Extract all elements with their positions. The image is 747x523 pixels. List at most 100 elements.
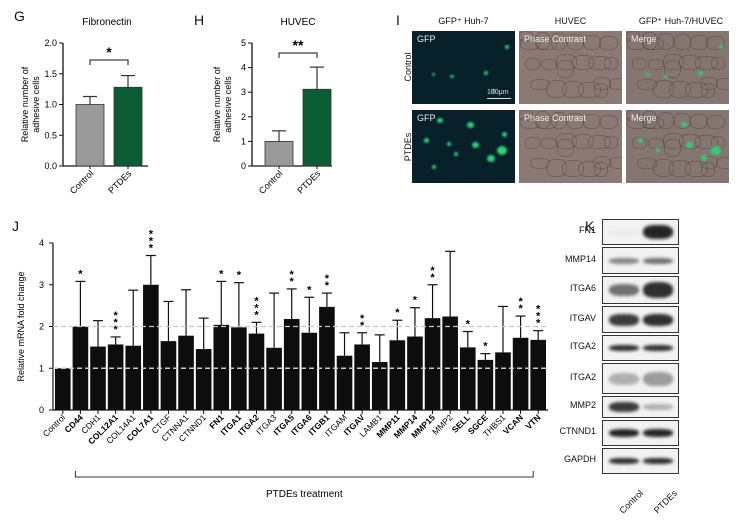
bar-ctnna1 <box>178 336 194 410</box>
bar-sgce <box>478 360 494 410</box>
blot-strip-itga2 <box>602 335 679 361</box>
x-tick-label: PTDEs <box>106 168 134 196</box>
blot-label: FN1 <box>536 225 596 235</box>
blot-band-ptdes <box>643 458 673 464</box>
tile-label: Phase Contrast <box>524 34 586 44</box>
blot-band-ptdes <box>643 282 673 298</box>
bar-itga5 <box>284 319 300 410</box>
significance-star: * <box>149 229 154 241</box>
blot-band-ptdes <box>643 429 673 437</box>
treatment-bracket <box>75 471 533 477</box>
cell-texture <box>556 54 577 70</box>
y-tick-label: 2 <box>39 322 44 332</box>
blot-band-control <box>609 429 639 437</box>
cell-texture <box>525 58 540 70</box>
blot-lane-label-control: Control <box>610 488 645 523</box>
y-tick-label: 0 <box>241 161 246 171</box>
bar-itgb1 <box>319 307 335 410</box>
tile-label: GFP <box>417 34 436 44</box>
tile-label: Merge <box>631 113 657 123</box>
blot-band-ptdes <box>643 258 673 264</box>
significance-stars: ** <box>293 37 304 53</box>
y-tick-label: 3 <box>241 87 246 97</box>
blot-strip-ctnnd1 <box>602 420 679 446</box>
significance-star: * <box>254 295 259 307</box>
y-tick-label: 0.5 <box>44 130 57 140</box>
x-tick-label: Control <box>68 168 96 196</box>
cell-texture <box>658 33 674 50</box>
significance-star: * <box>395 307 400 319</box>
significance-star: * <box>430 265 435 277</box>
significance-star: * <box>360 313 365 325</box>
cell-texture <box>663 54 684 70</box>
bar-sell <box>460 347 476 410</box>
cell-texture <box>690 35 708 50</box>
panel-label-i: I <box>396 12 400 28</box>
significance-star: * <box>518 296 523 308</box>
cell-texture <box>599 36 618 50</box>
bar-col12a1 <box>108 344 124 410</box>
column-header-huvec: HUVEC <box>519 16 622 26</box>
cell-texture <box>658 112 674 129</box>
significance-star: * <box>325 273 330 285</box>
blot-band-control <box>609 284 639 296</box>
y-tick-label: 5 <box>241 38 246 48</box>
significance-bracket <box>279 53 317 58</box>
significance-star: * <box>78 268 83 280</box>
bar-col14a1 <box>125 346 141 410</box>
bar-lamb1 <box>372 362 388 410</box>
bar-thbs1 <box>495 352 511 410</box>
blot-label: ITGA6 <box>536 283 596 293</box>
blot-strip-itga6 <box>602 276 679 304</box>
blot-band-control <box>609 258 639 264</box>
y-tick-label: 4 <box>241 63 246 73</box>
blot-label: ITGA2 <box>536 341 596 351</box>
y-tick-label: 4 <box>39 238 44 248</box>
blot-label: MMP14 <box>536 254 596 264</box>
cell-texture <box>599 115 618 129</box>
cell-texture <box>530 79 550 90</box>
cell-texture <box>556 133 577 149</box>
cell-texture <box>674 34 691 50</box>
y-axis-label-line: adhesive cells <box>223 76 233 133</box>
blot-label: CTNND1 <box>536 426 596 436</box>
y-tick-label: 1.0 <box>44 100 57 110</box>
blot-band-ptdes <box>643 372 673 386</box>
y-tick-label: 1.5 <box>44 69 57 79</box>
significance-star: * <box>113 310 118 322</box>
column-header-gfp: GFP⁺ Huh-7 <box>412 16 515 27</box>
blot-band-ptdes <box>643 345 673 351</box>
significance-star: * <box>290 269 295 281</box>
blot-band-control <box>609 314 639 326</box>
significance-star: * <box>483 341 488 353</box>
y-axis-label: Relative mRNA fold change <box>16 271 26 381</box>
tile-label: GFP <box>417 113 436 123</box>
blot-band-ptdes <box>643 225 673 239</box>
bar-fn1 <box>213 325 229 410</box>
blot-strip-mmp2 <box>602 396 679 418</box>
micrograph-gfp-ptdes: GFP <box>412 110 515 183</box>
blot-label: ITGA2 <box>536 372 596 382</box>
cell-texture <box>637 158 657 169</box>
cell-texture <box>632 58 647 70</box>
bar-control <box>55 368 71 410</box>
cell-texture <box>541 59 557 70</box>
y-axis-label: Relative number ofadhesive cells <box>20 66 41 142</box>
cell-texture <box>663 133 684 149</box>
y-tick-label: 3 <box>39 280 44 290</box>
bar-itga6 <box>302 333 318 410</box>
bar-itga2 <box>249 334 265 410</box>
significance-star: * <box>219 268 224 280</box>
bar-ctgf <box>161 341 177 410</box>
significance-star: * <box>237 270 242 282</box>
blot-strip-itga2 <box>602 363 679 394</box>
significance-star: * <box>413 295 418 307</box>
micrograph-phase-control: Phase Contrast <box>519 31 622 104</box>
y-axis-label: Relative number ofadhesive cells <box>212 66 233 142</box>
y-tick-label: 2.0 <box>44 38 57 48</box>
cell-texture <box>700 77 718 90</box>
bar-ctnnd1 <box>196 349 212 410</box>
